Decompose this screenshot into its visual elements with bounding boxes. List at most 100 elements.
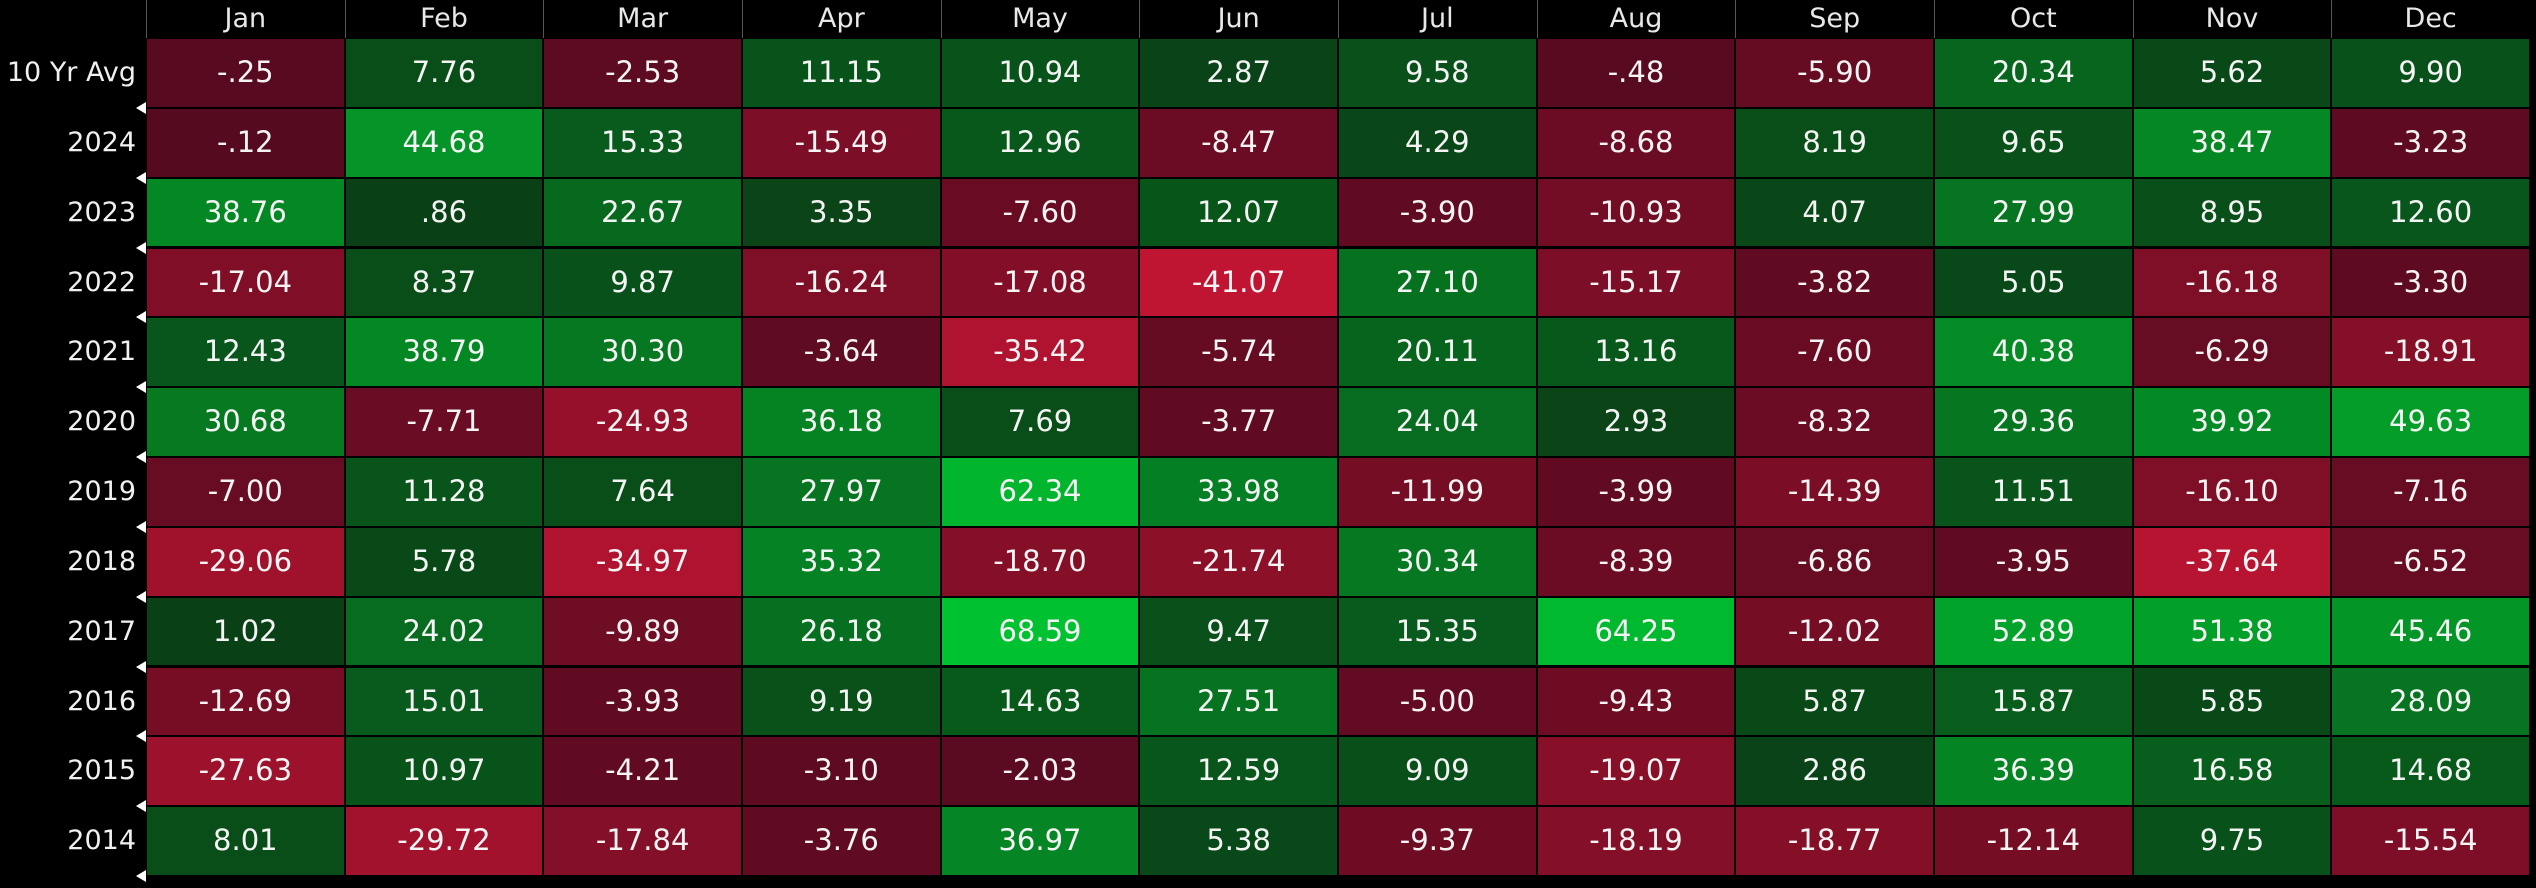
heatmap-cell: 24.04 (1338, 387, 1537, 457)
heatmap-cell: -3.23 (2331, 107, 2530, 178)
heatmap-cell: 5.87 (1735, 666, 1934, 737)
heatmap-cell: -3.76 (742, 806, 941, 876)
heatmap-cell: 22.67 (543, 177, 742, 248)
column-header: Nov (2205, 3, 2259, 34)
heatmap-cell: 13.16 (1536, 317, 1736, 388)
heatmap-cell: 45.46 (2331, 596, 2530, 667)
heatmap-cell: -12.02 (1735, 596, 1934, 667)
heatmap-cell: 30.68 (146, 387, 345, 457)
header-separator (742, 0, 743, 38)
heatmap-cell: 30.30 (543, 317, 742, 388)
heatmap-cell: 12.43 (146, 317, 345, 388)
heatmap-cell: 3.35 (742, 177, 941, 248)
heatmap-cell: 29.36 (1934, 387, 2133, 457)
heatmap-cell: -9.43 (1536, 666, 1736, 737)
heatmap-cell: 44.68 (344, 107, 544, 178)
row-marker (136, 101, 146, 114)
heatmap-cell: 12.60 (2331, 177, 2530, 248)
column-header: Oct (2009, 3, 2057, 34)
heatmap-cell: -14.39 (1735, 457, 1934, 527)
heatmap-cell: 20.11 (1338, 317, 1537, 388)
heatmap-cell: 5.85 (2132, 666, 2332, 737)
row-marker (136, 381, 146, 394)
heatmap-cell: 5.78 (344, 526, 544, 597)
column-header: Jan (224, 3, 267, 34)
heatmap-cell: -41.07 (1139, 247, 1338, 318)
row-marker (136, 660, 146, 673)
row-marker (136, 800, 146, 813)
heatmap-cell: -3.30 (2331, 247, 2530, 318)
header-separator (1536, 0, 1538, 38)
header-separator (940, 0, 942, 38)
heatmap-cell: -2.53 (543, 38, 742, 108)
heatmap-cell: 49.63 (2331, 387, 2530, 457)
heatmap-cell: 52.89 (1934, 596, 2133, 667)
heatmap-cell: -6.86 (1735, 526, 1934, 597)
heatmap-cell: .86 (344, 177, 544, 248)
heatmap-cell: -10.93 (1536, 177, 1736, 248)
row-marker (136, 590, 146, 603)
heatmap-cell: 5.38 (1139, 806, 1338, 876)
heatmap-cell: -7.60 (1735, 317, 1934, 388)
row-marker (136, 241, 146, 254)
heatmap-cell: 12.07 (1139, 177, 1338, 248)
heatmap-cell: -.12 (146, 107, 345, 178)
row-label: 2024 (67, 126, 136, 158)
column-header: Feb (420, 3, 468, 34)
header-separator (1338, 0, 1339, 38)
heatmap-cell: 9.90 (2331, 38, 2530, 108)
heatmap-cell: 40.38 (1934, 317, 2133, 388)
heatmap-cell: 14.63 (940, 666, 1140, 737)
row-label: 2015 (67, 755, 136, 787)
heatmap-cell: 26.18 (742, 596, 941, 667)
heatmap-cell: -6.52 (2331, 526, 2530, 597)
heatmap-cell: 14.68 (2331, 736, 2530, 807)
heatmap-cell: 9.65 (1934, 107, 2133, 178)
heatmap-cell: -18.91 (2331, 317, 2530, 388)
heatmap-cell: -9.37 (1338, 806, 1537, 876)
header-separator (543, 0, 545, 38)
heatmap-cell: 39.92 (2132, 387, 2332, 457)
heatmap-cell: 9.09 (1338, 736, 1537, 807)
heatmap-cell: -16.18 (2132, 247, 2332, 318)
column-header: Sep (1809, 3, 1861, 34)
heatmap-cell: -34.97 (543, 526, 742, 597)
heatmap-cell: -27.63 (146, 736, 345, 807)
heatmap-cell: 12.96 (940, 107, 1140, 178)
row-label: 2016 (67, 685, 136, 717)
heatmap-cell: 8.19 (1735, 107, 1934, 178)
heatmap-cell: -3.99 (1536, 457, 1736, 527)
heatmap-cell: -7.16 (2331, 457, 2530, 527)
heatmap-cell: -29.72 (344, 806, 544, 876)
heatmap-cell: 2.87 (1139, 38, 1338, 108)
heatmap-cell: 36.39 (1934, 736, 2133, 807)
heatmap-cell: 27.51 (1139, 666, 1338, 737)
heatmap-cell: 11.51 (1934, 457, 2133, 527)
heatmap-cell: 27.10 (1338, 247, 1537, 318)
heatmap-cell: -8.39 (1536, 526, 1736, 597)
heatmap-cell: -11.99 (1338, 457, 1537, 527)
heatmap-cell: 2.93 (1536, 387, 1736, 457)
heatmap-cell: -15.54 (2331, 806, 2530, 876)
header-separator (146, 0, 147, 38)
heatmap-cell: 5.05 (1934, 247, 2133, 318)
heatmap-cell: -3.95 (1934, 526, 2133, 597)
heatmap-cell: -6.29 (2132, 317, 2332, 388)
heatmap-cell: 8.37 (344, 247, 544, 318)
heatmap-cell: -29.06 (146, 526, 345, 597)
heatmap-cell: 4.29 (1338, 107, 1537, 178)
heatmap-cell: -35.42 (940, 317, 1140, 388)
heatmap-cell: -15.49 (742, 107, 941, 178)
column-header: Jun (1217, 3, 1260, 34)
heatmap-cell: 20.34 (1934, 38, 2133, 108)
heatmap-cell: 36.18 (742, 387, 941, 457)
heatmap-cell: 24.02 (344, 596, 544, 667)
heatmap-cell: -3.64 (742, 317, 941, 388)
heatmap-cell: 51.38 (2132, 596, 2332, 667)
heatmap-cell: -16.24 (742, 247, 941, 318)
heatmap-cell: 10.94 (940, 38, 1140, 108)
heatmap-cell: -3.93 (543, 666, 742, 737)
heatmap-cell: 2.86 (1735, 736, 1934, 807)
heatmap-cell: 11.15 (742, 38, 941, 108)
heatmap-cell: -19.07 (1536, 736, 1736, 807)
